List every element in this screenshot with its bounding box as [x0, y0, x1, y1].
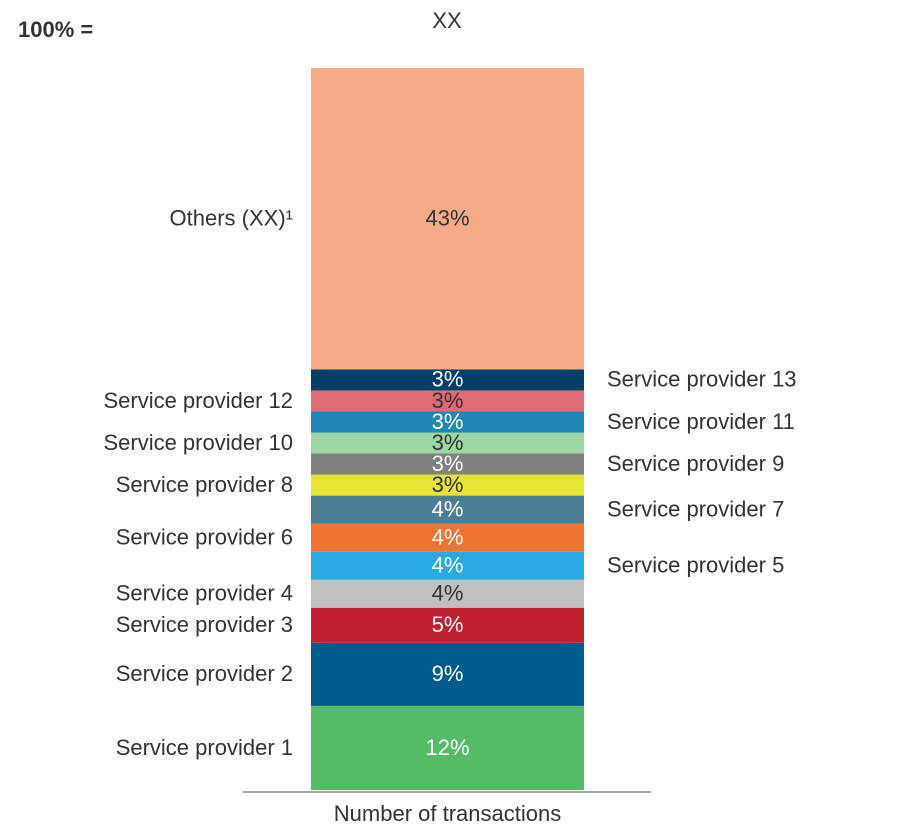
value-label: 5% [432, 612, 464, 637]
value-label: 3% [432, 430, 464, 455]
bar-segment [311, 523, 584, 552]
value-label: 43% [425, 206, 469, 231]
value-label: 4% [432, 581, 464, 606]
value-label: 3% [432, 367, 464, 392]
bar-segment [311, 705, 584, 790]
series-label: Service provider 1 [116, 735, 293, 760]
value-label: 3% [432, 409, 464, 434]
bar-segment [311, 607, 584, 643]
series-label: Service provider 4 [116, 581, 293, 606]
series-label: Service provider 3 [116, 612, 293, 637]
bar-segment [311, 411, 584, 433]
total-value: XX [432, 8, 462, 33]
value-label: 3% [432, 388, 464, 413]
series-label: Service provider 10 [103, 430, 293, 455]
value-label: 12% [425, 735, 469, 760]
bar-segment [311, 474, 584, 496]
bar-segment [311, 390, 584, 412]
series-label: Service provider 13 [607, 367, 797, 392]
value-label: 9% [432, 661, 464, 686]
series-label: Service provider 8 [116, 472, 293, 497]
bar-segment [311, 642, 584, 706]
x-category-label: Number of transactions [334, 801, 561, 826]
bar-segment [311, 432, 584, 454]
series-label: Service provider 6 [116, 524, 293, 549]
bar-segment [311, 495, 584, 524]
total-label: 100% = [18, 17, 93, 42]
value-label: 4% [432, 524, 464, 549]
bar-segment [311, 579, 584, 608]
value-label: 3% [432, 451, 464, 476]
series-label: Others (XX)¹ [170, 206, 293, 231]
value-label: 3% [432, 472, 464, 497]
bar-segment [311, 453, 584, 475]
bar-segment [311, 369, 584, 391]
series-label: Service provider 11 [607, 409, 795, 434]
bar-segment [311, 551, 584, 580]
series-label: Service provider 12 [103, 388, 293, 413]
series-label: Service provider 7 [607, 496, 784, 521]
bar-segment [311, 68, 584, 370]
value-label: 4% [432, 496, 464, 521]
series-label: Service provider 9 [607, 451, 784, 476]
value-label: 4% [432, 553, 464, 578]
series-label: Service provider 2 [116, 661, 293, 686]
series-label: Service provider 5 [607, 553, 784, 578]
